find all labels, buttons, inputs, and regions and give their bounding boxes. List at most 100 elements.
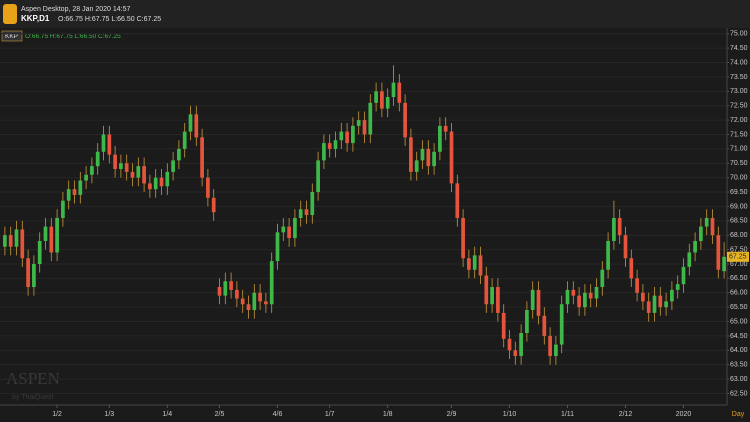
candle-body [519, 333, 523, 357]
candle-body [182, 131, 187, 149]
candle-body [333, 140, 338, 149]
candle-body [490, 287, 494, 305]
candle-body [501, 312, 506, 339]
candle-body [612, 217, 616, 241]
candle-body [177, 148, 181, 161]
candle-body [304, 209, 309, 216]
y-tick-label: 64.50 [730, 333, 748, 340]
x-tick-label: 2/5 [215, 411, 225, 418]
candle-body [246, 304, 251, 311]
candle-body [565, 289, 570, 305]
candle-body [327, 143, 332, 149]
candle-body [391, 82, 396, 98]
candle-body [484, 275, 489, 305]
app-logo [3, 4, 17, 24]
y-tick-label: 75.00 [730, 31, 748, 38]
candle-body [200, 137, 204, 178]
candle-body [559, 304, 564, 345]
candle-body [467, 258, 471, 270]
y-tick-label: 71.00 [730, 146, 748, 153]
candle-body [339, 131, 344, 141]
candle-body [629, 258, 634, 279]
candle-body [536, 289, 541, 316]
candle-body [594, 287, 599, 299]
symbol: KKP,D1 [21, 14, 50, 23]
candle-body [90, 166, 94, 175]
candle-body [188, 114, 193, 132]
candle-body [130, 171, 135, 178]
ohlc-header: O:66.75 H:67.75 L:66.50 C:67.25 [58, 16, 161, 23]
candle-body [322, 143, 326, 161]
x-tick-label: 1/11 [561, 411, 574, 418]
candle-body [525, 310, 529, 334]
candle-body [264, 301, 268, 305]
candle-body [351, 125, 355, 144]
candle-body [287, 226, 291, 239]
y-tick-label: 63.00 [730, 376, 748, 383]
candle-body [675, 284, 680, 290]
candle-body [554, 344, 558, 357]
candle-body [95, 151, 100, 167]
candle-body [699, 226, 703, 241]
candle-body [548, 335, 552, 357]
candle-body [229, 281, 233, 290]
y-tick-label: 69.00 [730, 203, 748, 210]
candle-body [3, 235, 7, 247]
candle-body [432, 151, 436, 167]
candle-body [380, 91, 384, 109]
candle-body [704, 217, 709, 227]
candle-body [37, 240, 42, 264]
candle-body [159, 177, 164, 187]
candle-body [438, 125, 442, 152]
candle-body [72, 189, 77, 195]
candle-body [107, 134, 112, 155]
candle-body [397, 82, 402, 103]
candle-body [153, 177, 158, 190]
candle-body [420, 148, 425, 161]
candle-body [362, 120, 367, 135]
x-tick-label: 4/6 [273, 411, 283, 418]
candle-body [542, 315, 547, 336]
candle-body [49, 226, 54, 253]
candle-body [478, 255, 483, 276]
legend-ohlc: O:66.75 H:67.75 L:66.50 C:67.25 [25, 33, 121, 40]
candle-body [194, 114, 199, 138]
y-tick-label: 65.00 [730, 318, 748, 325]
candle-body [681, 266, 686, 285]
y-tick-label: 64.00 [730, 347, 748, 354]
candle-body [235, 289, 239, 299]
candle-body [409, 137, 413, 172]
y-tick-label: 69.50 [730, 189, 748, 196]
candle-body [588, 292, 593, 299]
candle-body [206, 177, 210, 198]
candle-body [606, 240, 610, 270]
candle-body [66, 189, 71, 201]
y-tick-label: 65.50 [730, 304, 748, 311]
y-tick-label: 66.00 [730, 290, 748, 297]
candle-body [374, 91, 378, 103]
candle-body [461, 217, 465, 259]
candle-body [124, 163, 129, 172]
candle-body [583, 292, 587, 308]
candle-body [658, 295, 663, 308]
candle-body [345, 131, 349, 144]
candle-body [43, 226, 48, 241]
candle-body [113, 154, 117, 170]
y-tick-label: 67.50 [730, 246, 748, 253]
title-bar [0, 0, 750, 28]
candle-body [20, 229, 25, 259]
candle-body [32, 263, 36, 288]
candle-body [455, 183, 460, 218]
x-tick-label: 1/10 [503, 411, 517, 418]
candle-body [652, 295, 657, 313]
y-tick-label: 72.50 [730, 103, 748, 110]
candle-body [171, 160, 175, 172]
app-title: Aspen Desktop, 28 Jan 2020 14:57 [21, 6, 130, 13]
candle-body [623, 235, 628, 259]
candle-body [298, 209, 303, 218]
y-tick-label: 70.50 [730, 160, 748, 167]
candle-body [664, 301, 668, 308]
candle-body [368, 102, 373, 135]
